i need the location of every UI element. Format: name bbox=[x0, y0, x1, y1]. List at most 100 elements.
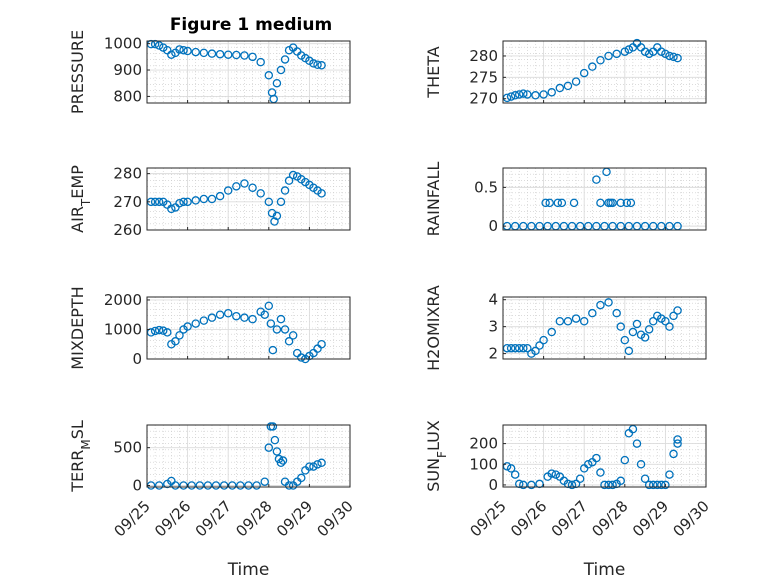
data-point bbox=[644, 325, 654, 334]
x-tick-label: 09/26 bbox=[507, 497, 550, 540]
data-point bbox=[264, 71, 274, 80]
data-point bbox=[191, 319, 200, 328]
data-point bbox=[272, 325, 282, 334]
data-point bbox=[547, 327, 556, 337]
y-tick-label: 2000 bbox=[104, 291, 142, 309]
data-point bbox=[313, 460, 322, 469]
data-point bbox=[215, 310, 225, 319]
data-point bbox=[588, 308, 597, 318]
data-point bbox=[569, 198, 579, 208]
y-tick-label: 275 bbox=[469, 68, 498, 86]
data-point bbox=[248, 314, 257, 324]
data-point bbox=[669, 311, 678, 321]
subplot-6: 2 3 4 H2OMIXRA bbox=[424, 285, 707, 371]
data-point bbox=[175, 45, 184, 54]
data-point bbox=[163, 328, 172, 337]
data-point bbox=[199, 48, 209, 58]
data-point bbox=[179, 45, 188, 55]
axes-box bbox=[502, 40, 707, 104]
axes-box bbox=[146, 40, 351, 104]
data-point bbox=[268, 422, 278, 431]
data-point bbox=[288, 170, 298, 180]
data-point bbox=[592, 175, 601, 184]
data-point bbox=[244, 481, 253, 490]
data-point bbox=[563, 81, 573, 91]
data-point bbox=[669, 52, 678, 62]
data-point bbox=[268, 345, 278, 355]
data-point bbox=[154, 197, 164, 207]
data-point bbox=[297, 353, 306, 362]
data-point bbox=[644, 49, 654, 59]
data-point bbox=[183, 46, 192, 56]
data-point bbox=[608, 198, 617, 208]
data-point bbox=[211, 481, 221, 490]
data-point bbox=[313, 60, 322, 69]
data-point bbox=[240, 313, 249, 322]
data-point bbox=[317, 458, 326, 468]
data-point bbox=[608, 480, 617, 490]
data-point bbox=[171, 481, 180, 490]
data-point bbox=[514, 343, 524, 353]
data-point bbox=[207, 313, 217, 322]
data-point bbox=[215, 49, 225, 59]
subplot-5: 0 1000 2000 MIXDEPTH bbox=[68, 286, 351, 370]
axes-box bbox=[146, 296, 351, 360]
data-point bbox=[260, 310, 269, 319]
data-point bbox=[272, 447, 282, 456]
data-point bbox=[661, 480, 670, 490]
data-point bbox=[256, 189, 265, 198]
data-point bbox=[266, 319, 276, 328]
y-tick-label: 270 bbox=[113, 193, 142, 211]
data-point bbox=[584, 460, 593, 469]
data-point bbox=[661, 317, 670, 326]
x-tick-label: 09/29 bbox=[629, 497, 672, 540]
data-point bbox=[270, 435, 280, 445]
data-point bbox=[657, 47, 666, 56]
data-point bbox=[199, 316, 209, 325]
data-point bbox=[640, 333, 650, 342]
data-point bbox=[280, 186, 290, 195]
data-point bbox=[252, 481, 261, 490]
x-tick-label: 09/28 bbox=[232, 497, 275, 540]
data-point bbox=[317, 189, 326, 198]
data-point bbox=[223, 50, 233, 59]
data-point bbox=[541, 198, 550, 208]
data-point bbox=[191, 196, 200, 205]
data-point bbox=[150, 326, 160, 336]
data-point bbox=[276, 65, 286, 75]
data-point bbox=[620, 455, 630, 465]
axes-box bbox=[502, 167, 707, 231]
data-point bbox=[620, 335, 630, 345]
data-point bbox=[661, 49, 670, 59]
data-point bbox=[620, 47, 630, 56]
y-tick-label: 280 bbox=[113, 165, 142, 183]
data-point bbox=[240, 179, 249, 188]
data-point bbox=[600, 480, 609, 490]
data-point bbox=[195, 481, 205, 490]
data-point bbox=[158, 326, 168, 335]
y-axis-label: MIXDEPTH bbox=[68, 286, 87, 369]
y-axis-label: AIRTEMP bbox=[68, 165, 93, 233]
data-point bbox=[644, 480, 654, 490]
data-point bbox=[571, 314, 581, 323]
x-tick-label: 09/26 bbox=[151, 497, 194, 540]
x-axis-label: Time bbox=[583, 560, 626, 580]
axes-box bbox=[502, 296, 707, 360]
data-point bbox=[207, 194, 217, 204]
data-point bbox=[506, 92, 516, 101]
y-tick-label: 280 bbox=[469, 47, 498, 65]
y-tick-label: 0 bbox=[488, 476, 498, 494]
data-point bbox=[183, 322, 192, 331]
data-point bbox=[215, 191, 225, 201]
y-axis-label: TERRMSL bbox=[68, 420, 93, 493]
data-point bbox=[575, 474, 585, 483]
data-point bbox=[154, 325, 164, 335]
data-point bbox=[236, 481, 245, 490]
x-tick-label: 09/25 bbox=[111, 497, 154, 540]
data-point bbox=[272, 78, 282, 88]
y-tick-label: 0 bbox=[488, 217, 498, 235]
data-point bbox=[514, 90, 524, 99]
data-point bbox=[665, 51, 674, 61]
